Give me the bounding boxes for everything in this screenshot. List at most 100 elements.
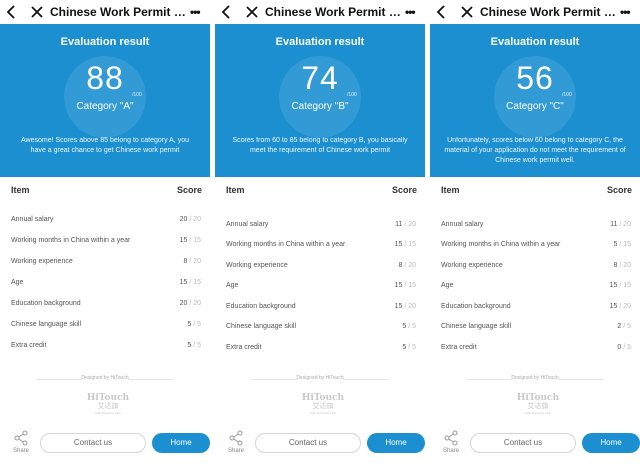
table-row: Chinese language skill 5 / 5 — [215, 323, 425, 337]
row-score: 8 / 20 — [183, 258, 201, 265]
row-score: 15 / 15 — [395, 241, 416, 248]
row-score-max: / 15 — [619, 282, 631, 289]
row-score-value: 15 — [179, 279, 188, 286]
row-score: 8 / 20 — [613, 262, 631, 269]
row-score: 5 / 5 — [187, 342, 201, 349]
logo-main: HiTouch — [86, 393, 130, 403]
share-icon[interactable] — [228, 430, 244, 446]
row-score: 2 / 5 — [617, 323, 631, 330]
home-button[interactable]: Home — [582, 433, 640, 453]
logo-main: HiTouch — [301, 393, 345, 403]
row-score: 15 / 20 — [610, 303, 631, 310]
chevron-left-icon[interactable] — [434, 3, 448, 21]
row-label: Annual salary — [11, 216, 54, 223]
row-label: Extra credit — [11, 342, 47, 349]
table-row: Working months in China within a year 15 … — [215, 241, 425, 255]
top-bar: Chinese Work Permit Scor... ••• — [430, 0, 640, 24]
table-row: Age 15 / 15 — [215, 282, 425, 296]
table-row: Working months in China within a year 15 … — [0, 237, 210, 251]
row-label: Age — [441, 282, 454, 289]
share-icon[interactable] — [13, 430, 29, 446]
divider — [251, 379, 297, 380]
row-score: 0 / 5 — [617, 344, 631, 351]
home-button[interactable]: Home — [367, 433, 425, 453]
hero-title: Evaluation result — [275, 36, 365, 48]
share-icon[interactable] — [443, 430, 459, 446]
result-message: Unfortunately, scores below 60 belong to… — [444, 137, 626, 164]
table-row: Annual salary 20 / 20 — [0, 216, 210, 230]
score-table-header: Item Score — [0, 185, 210, 201]
table-row: Age 15 / 15 — [430, 282, 640, 296]
row-label: Education background — [11, 300, 81, 307]
row-score-value: 8 — [613, 262, 618, 269]
result-panel-b: Chinese Work Permit Scor... ••• Evaluati… — [215, 0, 425, 468]
header-score: Score — [391, 185, 417, 195]
row-score-value: 15 — [394, 241, 403, 248]
top-bar: Chinese Work Permit Scor... ••• — [0, 0, 210, 24]
total-score: 74 — [301, 60, 339, 96]
row-label: Chinese language skill — [11, 321, 82, 328]
row-label: Working experience — [226, 262, 288, 269]
row-score-max: / 20 — [404, 262, 416, 269]
table-row: Age 15 / 15 — [0, 279, 210, 293]
row-score-max: / 20 — [619, 221, 631, 228]
row-score-value: 5 — [187, 342, 192, 349]
header-item: Item — [441, 185, 460, 195]
row-score-max: / 5 — [193, 321, 201, 328]
result-panel-a: Chinese Work Permit Scor... ••• Evaluati… — [0, 0, 210, 468]
more-dots-icon[interactable]: ••• — [620, 5, 631, 19]
row-score-value: 15 — [394, 303, 403, 310]
score-circle — [279, 56, 361, 138]
table-row: Chinese language skill 5 / 5 — [0, 321, 210, 335]
row-score: 15 / 15 — [395, 282, 416, 289]
row-score: 20 / 20 — [180, 300, 201, 307]
row-score-value: 15 — [609, 282, 618, 289]
row-score-value: 11 — [610, 221, 618, 228]
row-label: Education background — [441, 303, 511, 310]
share-label[interactable]: Share — [443, 448, 460, 454]
row-label: Extra credit — [226, 344, 262, 351]
evaluation-hero: Evaluation result 56 /100 Category "C" U… — [430, 24, 640, 177]
row-score-value: 15 — [179, 237, 188, 244]
row-score-max: / 5 — [193, 342, 201, 349]
row-score-value: 15 — [609, 303, 618, 310]
table-row: Extra credit 5 / 5 — [0, 342, 210, 356]
share-label[interactable]: Share — [228, 448, 245, 454]
close-icon[interactable] — [460, 5, 474, 19]
row-label: Working months in China within a year — [441, 241, 561, 248]
row-score: 15 / 20 — [395, 303, 416, 310]
more-dots-icon[interactable]: ••• — [405, 5, 416, 19]
contact-us-button[interactable]: Contact us — [255, 433, 361, 453]
bottom-bar: Share Contact us Home — [215, 428, 425, 458]
chevron-left-icon[interactable] — [4, 3, 18, 21]
result-message: Awesome! Scores above 85 belong to categ… — [21, 137, 189, 154]
logo-tiny: High Business Club — [309, 411, 337, 415]
row-label: Working months in China within a year — [11, 237, 131, 244]
page-title: Chinese Work Permit Scor... — [50, 5, 186, 19]
home-button[interactable]: Home — [152, 433, 210, 453]
category-label: Category "A" — [76, 101, 134, 112]
table-row: Education background 15 / 20 — [430, 303, 640, 317]
designed-by: Designed by HiTouch — [0, 374, 210, 386]
result-panel-c: Chinese Work Permit Scor... ••• Evaluati… — [430, 0, 640, 468]
hero-title: Evaluation result — [60, 36, 150, 48]
logo-tiny: High Business Club — [524, 411, 552, 415]
close-icon[interactable] — [245, 5, 259, 19]
row-score: 5 / 5 — [402, 344, 416, 351]
designed-by-text: Designed by HiTouch — [81, 375, 129, 381]
designed-by-text: Designed by HiTouch — [296, 375, 344, 381]
score-out-of: /100 — [132, 92, 142, 98]
contact-us-button[interactable]: Contact us — [40, 433, 146, 453]
close-icon[interactable] — [30, 5, 44, 19]
contact-us-button[interactable]: Contact us — [470, 433, 576, 453]
result-message: Scores from 60 to 85 belong to category … — [232, 137, 408, 154]
share-label[interactable]: Share — [13, 448, 30, 454]
table-row: Extra credit 0 / 5 — [430, 344, 640, 358]
score-out-of: /100 — [562, 92, 572, 98]
row-score-max: / 20 — [619, 303, 631, 310]
evaluation-hero: Evaluation result 88 /100 Category "A" A… — [0, 24, 210, 177]
divider — [128, 379, 174, 380]
more-dots-icon[interactable]: ••• — [190, 5, 201, 19]
chevron-left-icon[interactable] — [219, 3, 233, 21]
